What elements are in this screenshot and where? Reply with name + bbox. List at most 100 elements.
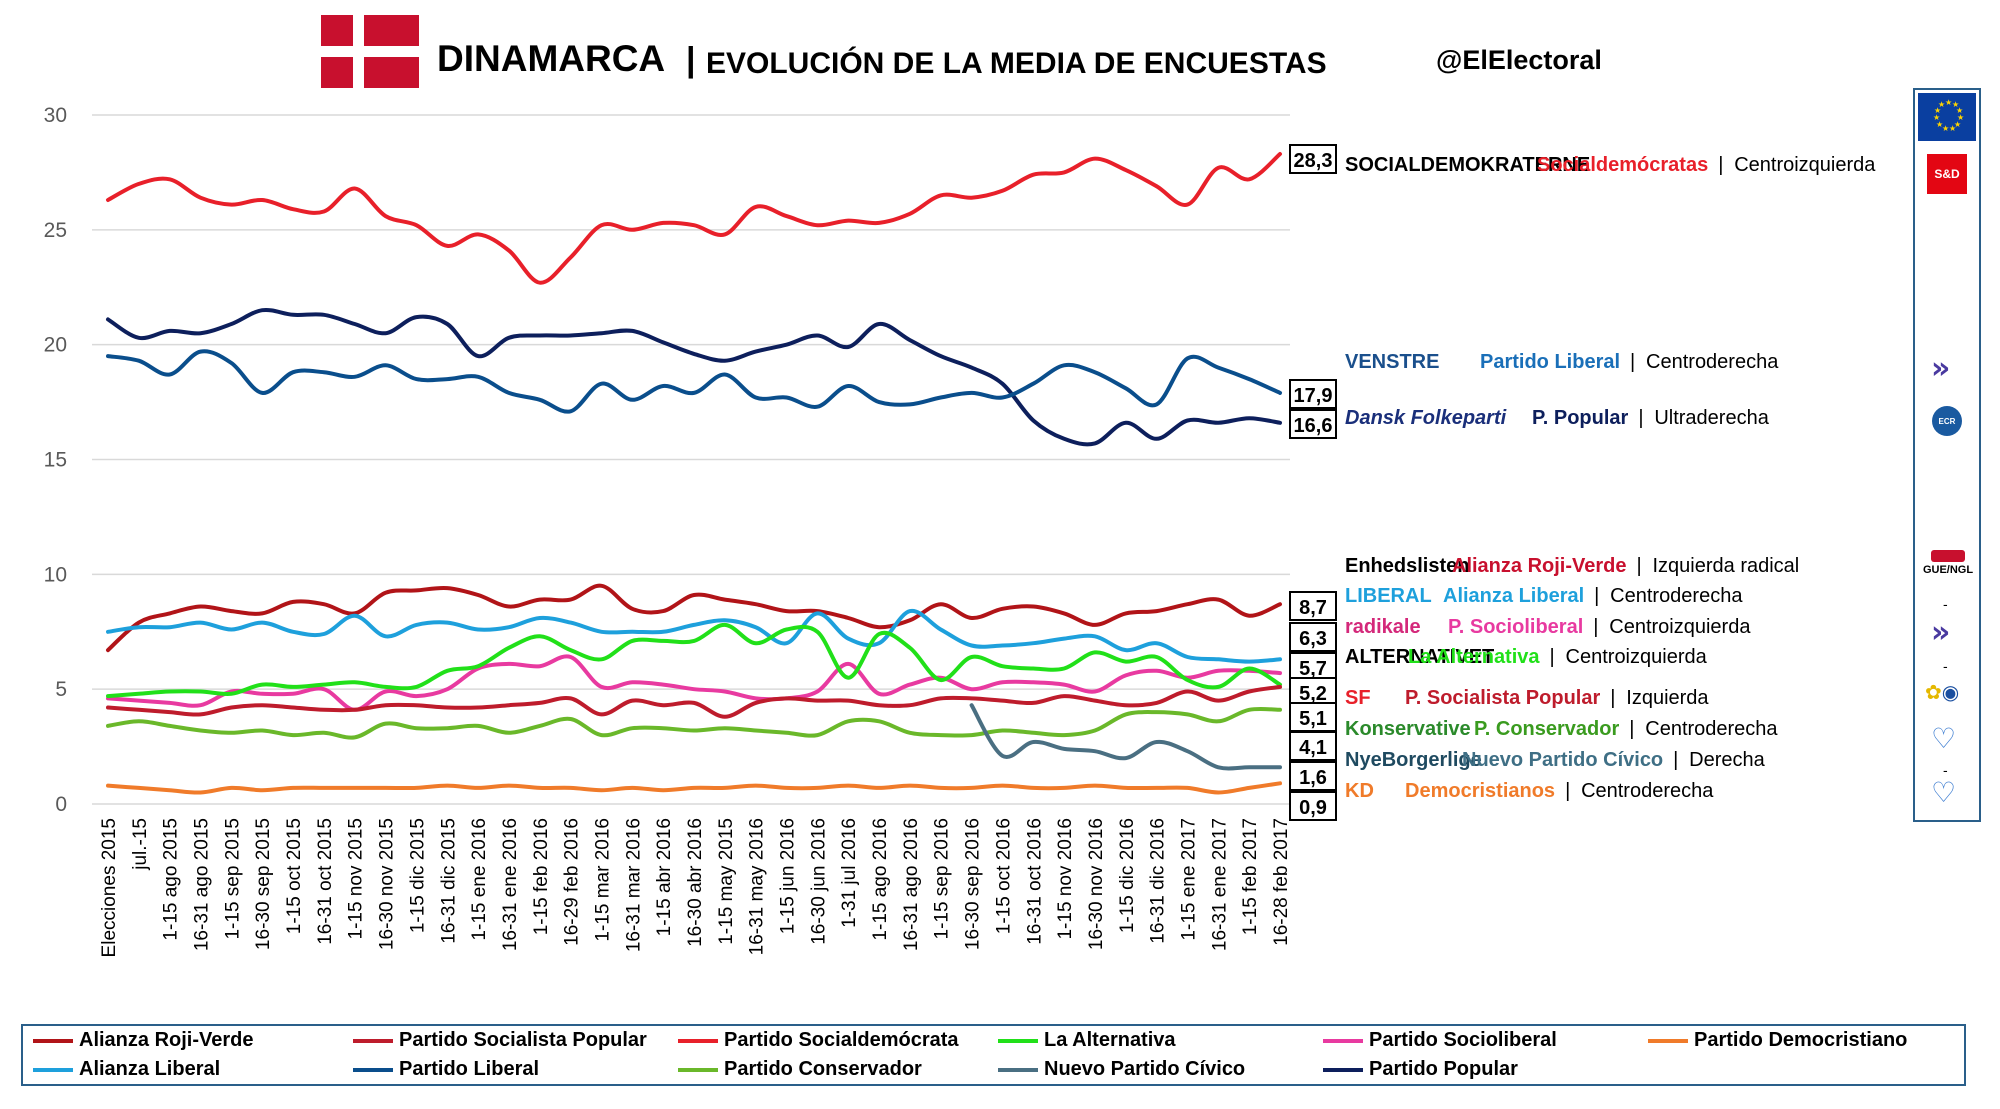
ecr-group-icon: ECR bbox=[1932, 406, 1962, 436]
svg-text:★: ★ bbox=[1933, 113, 1940, 122]
end-label-box bbox=[1289, 791, 1337, 821]
epp-heart-icon: ♡ bbox=[1931, 722, 1957, 755]
denmark-flag-icon bbox=[321, 15, 419, 88]
series-line-partido-socioliberal bbox=[106, 654, 1282, 712]
legend-item: Alianza Liberal bbox=[33, 1058, 220, 1081]
x-tick-label: 1-15 oct 2016 bbox=[993, 818, 1014, 934]
y-axis-ticks: 30 25 20 15 10 5 0 bbox=[44, 104, 67, 816]
party-name: Democristianos bbox=[1405, 780, 1555, 802]
series-line-partido-socialista-popular bbox=[106, 684, 1282, 719]
end-label-box bbox=[1289, 761, 1337, 791]
header-title-main: DINAMARCA bbox=[437, 38, 665, 79]
x-tick-label: 1-15 nov 2016 bbox=[1055, 818, 1076, 940]
end-label-box bbox=[1289, 731, 1337, 761]
alde-chevron-icon-2: » bbox=[1931, 615, 1951, 650]
x-tick-label: Elecciones 2015 bbox=[99, 818, 120, 957]
end-label-box bbox=[1289, 677, 1337, 707]
x-tick-label: 16-31 oct 2016 bbox=[1024, 818, 1045, 945]
legend-swatch bbox=[998, 1067, 1038, 1072]
legend-item: Partido Liberal bbox=[353, 1058, 539, 1081]
series-line-alianza-liberal bbox=[106, 608, 1282, 664]
party-logo: ALTERNATIVET bbox=[1345, 646, 1494, 668]
end-label-value: 0,9 bbox=[1299, 797, 1327, 819]
svg-text:★: ★ bbox=[1957, 113, 1964, 122]
party-separator: | bbox=[1565, 780, 1570, 802]
legend-label: Partido Liberal bbox=[399, 1058, 540, 1080]
series-lines bbox=[106, 152, 1282, 795]
legend-item: Partido Democristiano bbox=[1648, 1029, 1907, 1052]
party-ideology: Centroderecha bbox=[1581, 780, 1714, 802]
party-ideology: Centroderecha bbox=[1645, 718, 1778, 740]
end-label-box bbox=[1289, 409, 1337, 439]
x-tick-label: 1-15 feb 2017 bbox=[1240, 818, 1261, 935]
party-row: SF P. Socialista Popular | Izquierda bbox=[1345, 687, 1709, 709]
legend-label: Partido Conservador bbox=[724, 1058, 922, 1080]
party-name: P. Socioliberal bbox=[1448, 616, 1583, 638]
svg-text:★: ★ bbox=[1954, 120, 1961, 129]
party-name: Alianza Roji-Verde bbox=[1452, 555, 1627, 577]
x-tick-label: jul.-15 bbox=[130, 818, 151, 871]
party-row: KD Democristianos | Centroderecha bbox=[1345, 780, 1714, 802]
party-separator: | bbox=[1630, 351, 1635, 373]
party-name: La Alternativa bbox=[1408, 646, 1540, 668]
y-tick-label: 0 bbox=[55, 793, 67, 816]
svg-text:★: ★ bbox=[1956, 106, 1963, 115]
x-tick-label: 1-15 abr 2016 bbox=[654, 818, 675, 936]
end-label-box bbox=[1289, 591, 1337, 621]
party-separator: | bbox=[1673, 749, 1678, 771]
x-tick-label: 1-15 sep 2016 bbox=[932, 818, 953, 940]
legend-swatch bbox=[1323, 1067, 1363, 1072]
series-line-partido-liberal bbox=[106, 349, 1282, 414]
legend-swatch bbox=[1648, 1038, 1688, 1043]
x-tick-label: 1-15 oct 2015 bbox=[284, 818, 305, 934]
greens-efa-icon: ✿◉ bbox=[1925, 680, 1960, 704]
x-tick-label: 16-31 may 2016 bbox=[747, 818, 768, 955]
party-ideology: Centroderecha bbox=[1646, 351, 1779, 373]
header-title-separator: | bbox=[686, 41, 696, 79]
legend-item: Partido Socioliberal bbox=[1323, 1029, 1557, 1052]
party-logo: Dansk Folkeparti bbox=[1345, 407, 1507, 429]
party-logo: Enhedslisten bbox=[1345, 555, 1469, 577]
end-label-value: 5,1 bbox=[1299, 708, 1327, 730]
x-tick-label: 1-15 ene 2016 bbox=[469, 818, 490, 941]
series-line-partido-popular bbox=[106, 307, 1282, 447]
party-ideology: Centroizquierda bbox=[1609, 616, 1751, 638]
x-tick-label: 1-15 ago 2015 bbox=[161, 818, 182, 941]
end-label-value: 4,1 bbox=[1299, 737, 1327, 759]
legend-swatch bbox=[353, 1067, 393, 1072]
x-tick-label: 16-31 dic 2015 bbox=[438, 818, 459, 944]
end-label-value: 1,6 bbox=[1299, 767, 1327, 789]
panel-dash-1: - bbox=[1943, 596, 1948, 612]
svg-text:★: ★ bbox=[1934, 106, 1941, 115]
party-row: Dansk Folkeparti P. Popular | Ultraderecha bbox=[1345, 407, 1770, 429]
legend-swatch bbox=[353, 1038, 393, 1043]
legend-item: Partido Popular bbox=[1323, 1058, 1518, 1081]
header-title-sub: EVOLUCIÓN DE LA MEDIA DE ENCUESTAS bbox=[706, 46, 1327, 80]
legend-swatch bbox=[998, 1038, 1038, 1043]
party-separator: | bbox=[1718, 154, 1723, 176]
series-line-nuevo-partido-civico bbox=[969, 703, 1282, 771]
party-logo: NyeBorgerlige bbox=[1345, 749, 1482, 771]
x-tick-label: 1-15 may 2015 bbox=[716, 818, 737, 945]
x-tick-label: 16-28 feb 2017 bbox=[1271, 818, 1292, 946]
gue-ngl-badge: GUE/NGL bbox=[1919, 550, 1977, 576]
y-tick-label: 30 bbox=[44, 104, 67, 127]
sd-group-label: S&D bbox=[1934, 167, 1960, 181]
x-axis-ticks: Elecciones 2015 jul.-15 1-15 ago 2015 16-31… bbox=[99, 818, 1292, 957]
svg-text:★: ★ bbox=[1952, 100, 1959, 109]
legend-item: Partido Socialista Popular bbox=[353, 1029, 647, 1052]
legend-item: Partido Conservador bbox=[678, 1058, 922, 1081]
legend-label: Partido Socioliberal bbox=[1369, 1029, 1557, 1051]
party-name: P. Conservador bbox=[1474, 718, 1619, 740]
end-label-value: 8,7 bbox=[1299, 597, 1327, 619]
header-handle: @ElElectoral bbox=[1436, 45, 1602, 75]
party-ideology: Izquierda bbox=[1626, 687, 1709, 709]
svg-text:★: ★ bbox=[1945, 98, 1952, 107]
party-separator: | bbox=[1610, 687, 1615, 709]
party-separator: | bbox=[1637, 555, 1642, 577]
x-tick-label: 1-15 dic 2016 bbox=[1117, 818, 1138, 933]
x-tick-label: 1-31 jul 2016 bbox=[839, 818, 860, 928]
svg-text:★: ★ bbox=[1936, 120, 1943, 129]
